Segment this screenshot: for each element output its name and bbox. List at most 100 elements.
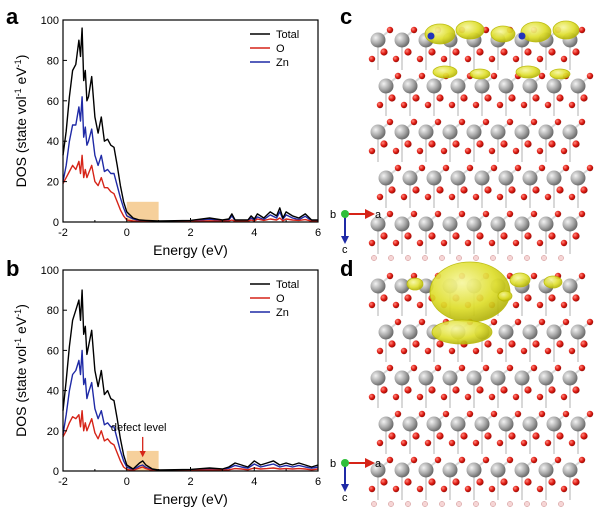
oxygen-atom [548, 140, 556, 148]
oxygen-atom [544, 439, 552, 447]
oxygen-atom [544, 193, 552, 201]
oxygen-atom [524, 478, 532, 486]
oxygen-atom [418, 72, 426, 80]
oxygen-atom [458, 118, 466, 126]
series-line-zn [62, 349, 319, 472]
zinc-atom [570, 78, 586, 94]
isosurface-blob [520, 21, 552, 43]
oxygen-atom [392, 301, 400, 309]
oxygen-atom [388, 94, 396, 102]
zinc-atom [466, 124, 482, 140]
axis-triad-label-b: b [330, 458, 336, 470]
x-axis-title: Energy (eV) [153, 491, 228, 507]
oxygen-atom [418, 410, 426, 418]
oxygen-atom [482, 456, 490, 464]
oxygen-atom [548, 478, 556, 486]
zinc-atom [514, 370, 530, 386]
zinc-atom [394, 370, 410, 386]
zinc-atom [490, 124, 506, 140]
oxygen-atom [482, 364, 490, 372]
oxygen-atom [496, 439, 504, 447]
oxygen-atom [440, 485, 448, 493]
isosurface-blob [429, 261, 511, 323]
oxygen-atom [386, 364, 394, 372]
y-tick-label: 100 [41, 265, 59, 277]
y-tick-label: 100 [41, 15, 59, 27]
crystal-structure-d [368, 261, 594, 507]
oxygen-atom [556, 186, 564, 194]
oxygen-atom [476, 386, 484, 394]
oxygen-atom [532, 94, 540, 102]
oxygen-atom [428, 140, 436, 148]
oxygen-atom [412, 94, 420, 102]
oxygen-atom [380, 48, 388, 56]
hydrogen-atom [558, 255, 564, 261]
zinc-atom [402, 416, 418, 432]
oxygen-atom [476, 48, 484, 56]
y-tick-label: 20 [47, 426, 59, 438]
oxygen-atom [544, 101, 552, 109]
oxygen-atom [488, 147, 496, 155]
oxygen-atom [380, 478, 388, 486]
oxygen-atom [428, 48, 436, 56]
oxygen-atom [368, 55, 376, 63]
oxygen-atom [554, 364, 562, 372]
oxygen-atom [428, 478, 436, 486]
hydrogen-atom [524, 501, 530, 507]
zinc-atom [370, 278, 386, 294]
oxygen-atom [410, 456, 418, 464]
isosurface-blob [515, 65, 541, 79]
zinc-atom [490, 370, 506, 386]
oxygen-atom [466, 164, 474, 172]
oxygen-atom [418, 318, 426, 326]
y-tick-label: 40 [47, 136, 59, 148]
oxygen-atom [578, 210, 586, 218]
oxygen-atom [440, 147, 448, 155]
zinc-atom [570, 324, 586, 340]
hydrogen-atom [507, 255, 513, 261]
oxygen-atom [436, 432, 444, 440]
axis-triad-label-c: c [342, 244, 348, 256]
zinc-atom [370, 370, 386, 386]
oxygen-atom [452, 478, 460, 486]
oxygen-atom [530, 272, 538, 280]
zinc-atom [498, 324, 514, 340]
oxygen-atom [554, 456, 562, 464]
oxygen-atom [500, 478, 508, 486]
zinc-atom [450, 78, 466, 94]
oxygen-atom [476, 232, 484, 240]
x-tick-label: 4 [251, 227, 257, 239]
zinc-atom [562, 462, 578, 478]
oxygen-atom [392, 485, 400, 493]
legend-label-total: Total [276, 29, 299, 41]
oxygen-atom [418, 164, 426, 172]
oxygen-atom [560, 485, 568, 493]
oxygen-atom [506, 118, 514, 126]
oxygen-atom [472, 193, 480, 201]
oxygen-atom [466, 410, 474, 418]
zinc-atom [546, 170, 562, 186]
y-tick-label: 0 [53, 217, 59, 229]
oxygen-atom [530, 210, 538, 218]
panel-label-c: c [340, 4, 352, 29]
oxygen-atom [512, 393, 520, 401]
zinc-atom [394, 462, 410, 478]
isosurface-blob [431, 319, 493, 345]
oxygen-atom [388, 340, 396, 348]
zinc-atom [394, 124, 410, 140]
oxygen-atom [452, 48, 460, 56]
oxygen-atom [560, 239, 568, 247]
oxygen-atom [412, 432, 420, 440]
legend-label-o: O [276, 43, 285, 55]
oxygen-atom [556, 340, 564, 348]
zinc-atom [466, 370, 482, 386]
oxygen-atom [380, 294, 388, 302]
oxygen-atom [464, 393, 472, 401]
oxygen-atom [548, 386, 556, 394]
oxygen-atom [524, 386, 532, 394]
hydrogen-atom [439, 501, 445, 507]
oxygen-atom [464, 55, 472, 63]
oxygen-atom [452, 386, 460, 394]
oxygen-atom [536, 55, 544, 63]
oxygen-atom [404, 386, 412, 394]
